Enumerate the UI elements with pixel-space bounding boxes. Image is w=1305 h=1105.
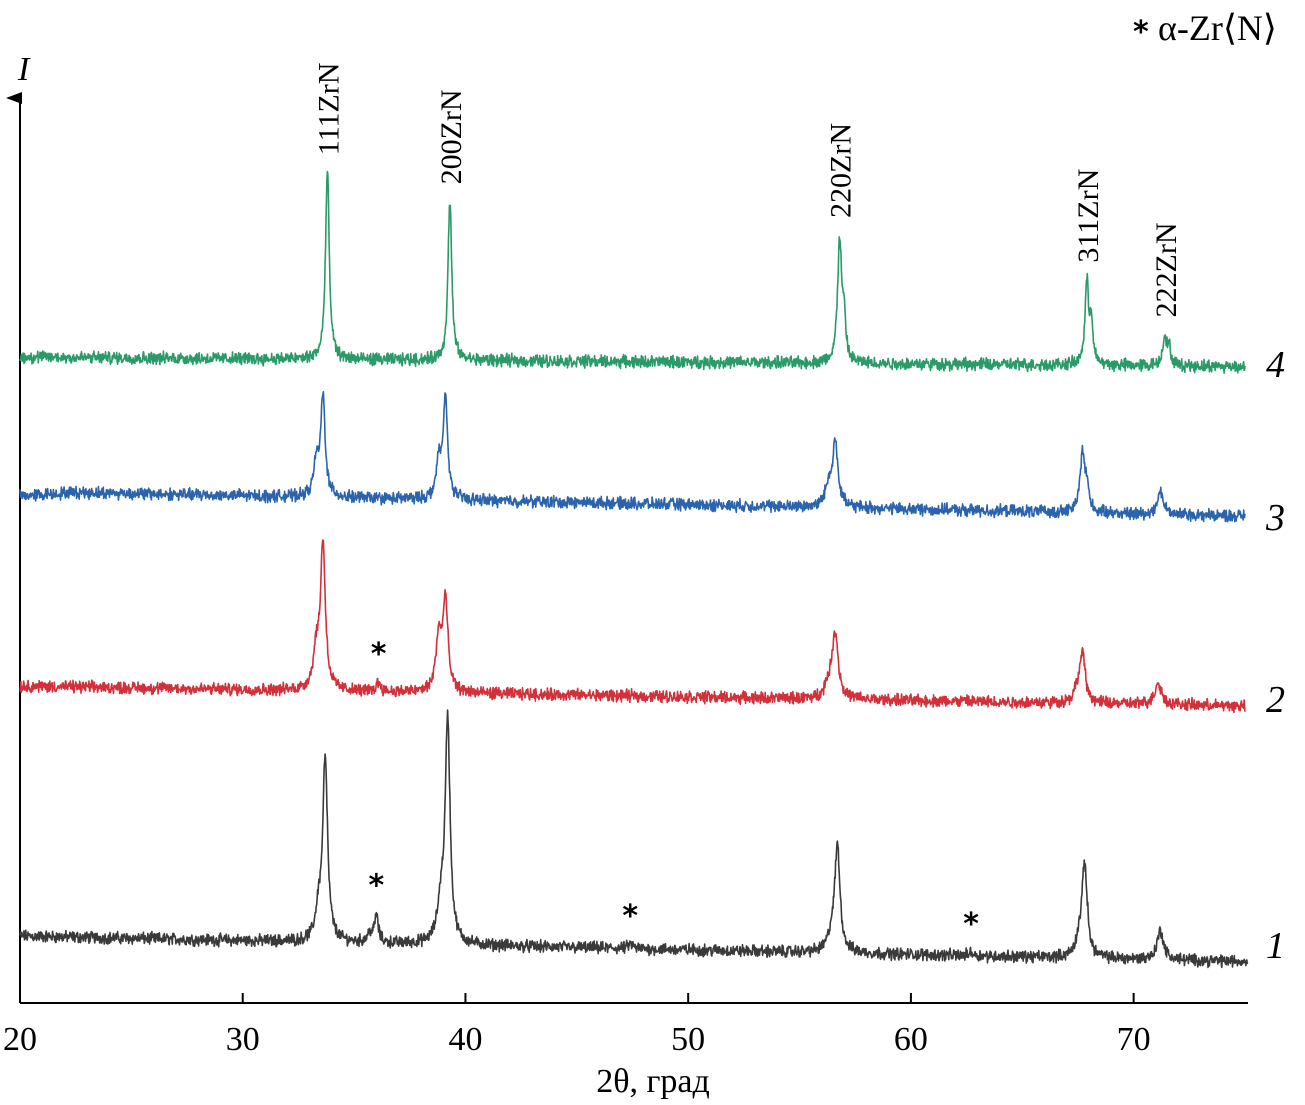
series-group: * * * * xyxy=(19,170,1249,969)
alpha-zr-marker: * xyxy=(622,899,638,934)
x-tick-label-60: 60 xyxy=(894,1021,928,1058)
series-4-line xyxy=(19,170,1246,374)
peak-labels: 111ZrN 200ZrN 220ZrN 311ZrN 222ZrN xyxy=(312,63,1182,318)
x-ticks: 20 30 40 50 60 70 xyxy=(3,993,1151,1058)
x-axis-label: 2θ, град xyxy=(596,1063,710,1100)
peak-label-200ZrN: 200ZrN xyxy=(435,89,468,184)
curve-number-3: 3 xyxy=(1265,497,1285,539)
curve-numbers: 1 2 3 4 xyxy=(1265,344,1285,967)
legend-text: α-Zr⟨N⟩ xyxy=(1158,8,1277,48)
peak-label-220ZrN: 220ZrN xyxy=(825,123,858,218)
alpha-zr-marker: * xyxy=(369,869,385,904)
y-axis-label: I xyxy=(17,51,31,88)
x-tick-label-70: 70 xyxy=(1117,1021,1151,1058)
x-tick-label-20: 20 xyxy=(3,1021,37,1058)
peak-label-222ZrN: 222ZrN xyxy=(1150,223,1183,318)
legend-star: * xyxy=(1133,15,1149,50)
series-2-line xyxy=(19,539,1246,714)
peak-label-311ZrN: 311ZrN xyxy=(1072,169,1105,263)
curve-number-2: 2 xyxy=(1266,679,1285,721)
x-tick-label-30: 30 xyxy=(226,1021,260,1058)
peak-label-111ZrN: 111ZrN xyxy=(312,63,345,156)
legend: * α-Zr⟨N⟩ xyxy=(1133,8,1277,50)
curve-number-1: 1 xyxy=(1266,925,1285,967)
series-1: * * * xyxy=(19,709,1249,969)
curve-number-4: 4 xyxy=(1266,344,1285,386)
series-2: * xyxy=(19,539,1246,714)
x-tick-label-50: 50 xyxy=(671,1021,705,1058)
series-3-line xyxy=(19,391,1246,523)
series-4 xyxy=(19,170,1246,374)
alpha-zr-marker: * xyxy=(963,907,979,942)
series-3 xyxy=(19,391,1246,523)
axes: I 2θ, град xyxy=(6,51,1248,1100)
series-1-line xyxy=(19,709,1249,969)
alpha-zr-marker: * xyxy=(371,637,387,672)
x-tick-label-40: 40 xyxy=(448,1021,482,1058)
